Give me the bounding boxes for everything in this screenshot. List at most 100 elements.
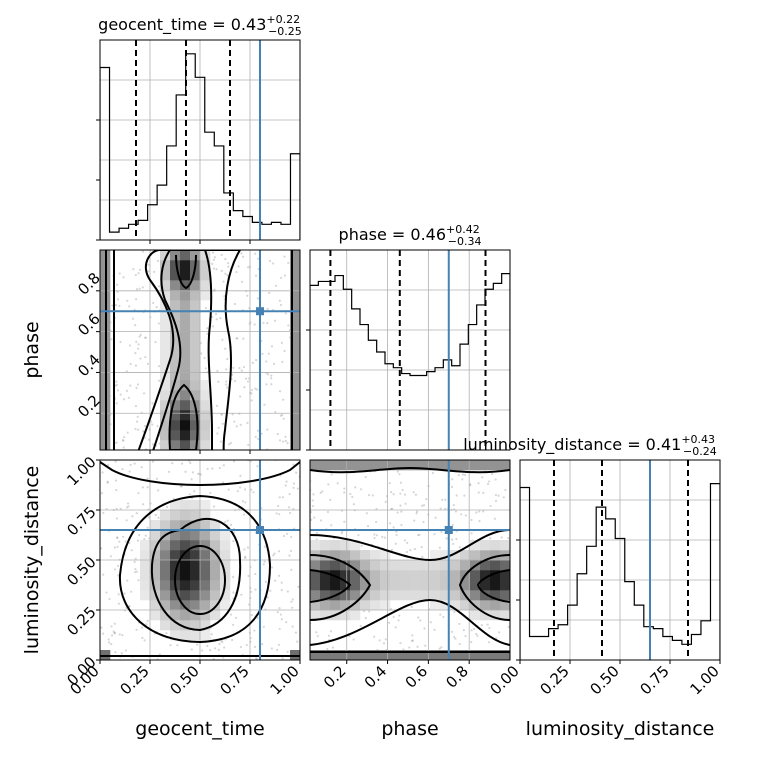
density-cell (290, 310, 300, 321)
sample-point (116, 283, 119, 286)
sample-point (507, 536, 510, 540)
sample-point (246, 421, 249, 425)
sample-point (285, 480, 288, 483)
density-cell (200, 400, 211, 411)
sample-point (140, 466, 143, 469)
density-cell (190, 370, 201, 381)
sample-point (134, 557, 137, 560)
sample-point (240, 252, 243, 255)
sample-point (206, 644, 209, 648)
sample-point (478, 519, 481, 523)
sample-point (135, 386, 138, 390)
sample-point (290, 600, 293, 603)
sample-point (256, 429, 260, 432)
sample-point (227, 265, 230, 268)
density-cell (200, 250, 211, 261)
density-cell (290, 340, 300, 351)
density-cell (360, 600, 371, 611)
sample-point (219, 440, 222, 443)
sample-point (216, 369, 219, 373)
contour-inner-low (168, 383, 199, 450)
contour-edge (310, 466, 510, 653)
sample-point (115, 488, 118, 492)
sample-point (137, 343, 140, 346)
sample-point (221, 338, 224, 341)
x-tick-label: 0.6 (402, 662, 432, 692)
sample-point (330, 473, 333, 476)
sample-point (226, 519, 229, 522)
sample-point (254, 274, 258, 277)
density-cell (370, 600, 381, 611)
sample-point (121, 439, 125, 442)
sample-point (256, 616, 259, 620)
sample-point (275, 284, 278, 287)
sample-point (281, 496, 285, 499)
density-cell (310, 460, 321, 471)
sample-point (166, 505, 169, 508)
density-cell (160, 430, 171, 441)
density-cell (460, 550, 471, 561)
density-cell (490, 580, 501, 591)
density-cell (390, 650, 401, 660)
sample-point (417, 616, 420, 619)
sample-point (383, 536, 386, 539)
density-cell (290, 280, 300, 291)
sample-point (223, 646, 226, 649)
y-tick-label: 0.25 (63, 603, 99, 639)
density-cell (480, 600, 491, 611)
density-cell (490, 540, 501, 551)
sample-point (221, 422, 224, 425)
sample-point (445, 537, 448, 540)
sample-point (245, 643, 248, 647)
density-cell (180, 630, 191, 641)
sample-point (232, 366, 235, 369)
sample-point (316, 634, 319, 638)
sample-point (115, 507, 118, 511)
density-cell (370, 590, 381, 601)
density-cell (170, 410, 181, 421)
density-cell (170, 390, 181, 401)
sample-point (131, 317, 135, 320)
density-cell (340, 600, 351, 611)
density-cell (490, 610, 501, 621)
sample-point (396, 511, 399, 514)
sample-point (224, 520, 227, 524)
density-cell (200, 630, 211, 641)
sample-point (151, 402, 154, 405)
sample-point (487, 480, 491, 483)
title-plus: +0.43 (681, 433, 715, 446)
sample-point (282, 534, 286, 538)
sample-point (464, 635, 467, 638)
x-axis-label-geocent_time: geocent_time (135, 718, 264, 740)
density-cell (210, 550, 221, 561)
sample-point (127, 505, 130, 508)
density-cell (440, 460, 451, 471)
density-cell (320, 570, 331, 581)
sample-point (155, 306, 158, 309)
density-cell (480, 550, 491, 561)
sample-point (253, 323, 256, 326)
sample-point (431, 471, 434, 475)
sample-point (131, 515, 134, 518)
density-cell (190, 300, 201, 311)
sample-point (180, 462, 184, 465)
sample-point (113, 568, 117, 571)
sample-point (126, 431, 129, 434)
density-cell (410, 650, 421, 660)
sample-point (400, 510, 403, 513)
sample-point (421, 504, 424, 507)
sample-point (504, 488, 507, 492)
density-cell (370, 550, 381, 561)
sample-point (270, 383, 273, 386)
sample-point (444, 498, 447, 501)
sample-point (495, 636, 498, 640)
sample-point (135, 570, 139, 573)
sample-point (392, 615, 395, 619)
density-cell (340, 650, 351, 660)
sample-point (190, 478, 193, 481)
density-cell (490, 590, 501, 601)
density-cell (190, 430, 201, 441)
density-cell (160, 320, 171, 331)
density-cell (200, 520, 211, 531)
